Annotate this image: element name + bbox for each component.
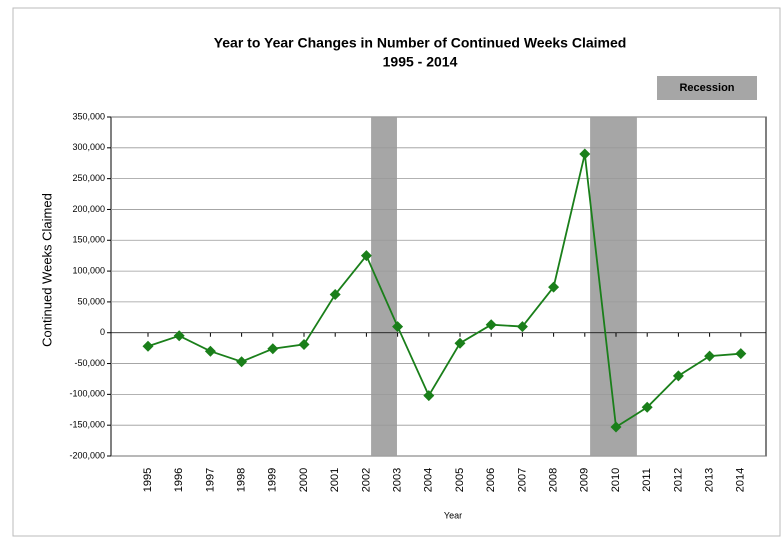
point-marker <box>672 370 684 382</box>
point-marker <box>392 321 404 333</box>
y-tick-label: 0 <box>100 327 105 337</box>
x-tick-label: 2013 <box>704 468 716 492</box>
x-tick-label: 1997 <box>204 468 216 492</box>
chart-subtitle: 1995 - 2014 <box>383 54 458 70</box>
y-tick-label: 150,000 <box>72 235 105 245</box>
y-tick-label: 350,000 <box>72 111 105 121</box>
series-line <box>147 153 741 429</box>
point-marker <box>204 345 216 357</box>
y-tick-label: 200,000 <box>72 204 105 214</box>
y-tick-label: -100,000 <box>69 389 105 399</box>
x-tick-label: 2003 <box>392 468 404 492</box>
y-tick-label: 250,000 <box>72 173 105 183</box>
point-marker <box>267 343 279 355</box>
point-marker <box>298 338 310 350</box>
x-tick-label: 2011 <box>641 468 653 492</box>
x-tick-label: 2010 <box>610 468 622 492</box>
x-tick-label: 2006 <box>485 468 497 492</box>
x-axis-label: Year <box>444 510 462 520</box>
point-marker <box>704 350 716 362</box>
x-tick-label: 2005 <box>454 468 466 492</box>
point-marker <box>485 319 497 331</box>
x-tick-label: 2014 <box>735 468 747 492</box>
point-marker <box>516 321 528 333</box>
chart-title: Year to Year Changes in Number of Contin… <box>214 35 627 51</box>
y-tick-label: -150,000 <box>69 420 105 430</box>
x-tick-label: 1995 <box>142 468 154 492</box>
point-marker <box>579 148 591 160</box>
point-marker <box>360 250 372 262</box>
point-marker <box>610 421 622 433</box>
point-marker <box>548 281 560 293</box>
point-marker <box>236 356 248 368</box>
x-tick-label: 2012 <box>672 468 684 492</box>
point-marker <box>142 340 154 352</box>
x-tick-label: 1996 <box>173 468 185 492</box>
point-marker <box>329 289 341 301</box>
plot-area <box>110 116 767 457</box>
y-tick-label: 100,000 <box>72 265 105 275</box>
point-marker <box>735 348 747 360</box>
x-tick-label: 2009 <box>579 468 591 492</box>
x-tick-label: 2004 <box>423 468 435 492</box>
x-tick-label: 1998 <box>236 468 248 492</box>
y-tick-label: 50,000 <box>77 296 105 306</box>
point-marker <box>641 401 653 413</box>
y-tick-label: -200,000 <box>69 450 105 460</box>
recession-band <box>371 117 397 456</box>
y-tick-label: -50,000 <box>74 358 105 368</box>
point-marker <box>423 390 435 402</box>
x-tick-label: 2001 <box>329 468 341 492</box>
frame <box>12 7 781 537</box>
y-axis-label: Continued Weeks Claimed <box>39 193 54 347</box>
point-marker <box>173 330 185 342</box>
x-tick-label: 2002 <box>360 468 372 492</box>
legend-label: Recession <box>679 82 734 94</box>
x-tick-label: 2000 <box>298 468 310 492</box>
legend-swatch <box>657 76 757 100</box>
x-tick-label: 2008 <box>548 468 560 492</box>
y-tick-label: 300,000 <box>72 142 105 152</box>
x-tick-label: 1999 <box>267 468 279 492</box>
point-marker <box>454 337 466 349</box>
x-tick-label: 2007 <box>516 468 528 492</box>
